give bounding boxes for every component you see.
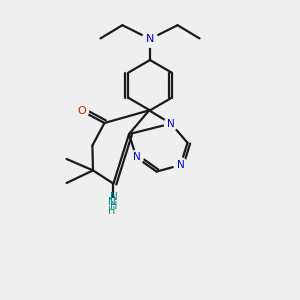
Text: O: O xyxy=(77,106,86,116)
Text: N: N xyxy=(177,160,184,170)
Text: N: N xyxy=(110,192,117,203)
Text: N: N xyxy=(167,118,175,129)
Ellipse shape xyxy=(174,158,187,172)
Text: H: H xyxy=(108,206,116,216)
Ellipse shape xyxy=(164,116,178,131)
Text: N: N xyxy=(108,197,116,207)
Text: N: N xyxy=(133,152,140,163)
Text: H: H xyxy=(110,201,117,211)
Ellipse shape xyxy=(75,104,88,118)
Ellipse shape xyxy=(130,150,143,165)
Text: N: N xyxy=(146,34,154,44)
Ellipse shape xyxy=(142,31,158,47)
